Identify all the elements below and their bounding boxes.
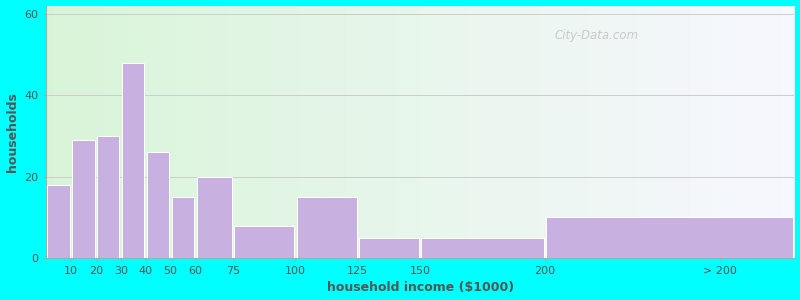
Y-axis label: households: households xyxy=(6,92,18,172)
Bar xyxy=(72,140,94,258)
Bar xyxy=(546,218,793,258)
Bar xyxy=(422,238,544,258)
Bar xyxy=(359,238,419,258)
Bar xyxy=(122,63,145,258)
X-axis label: household income ($1000): household income ($1000) xyxy=(326,281,514,294)
Bar xyxy=(47,185,70,258)
Bar xyxy=(97,136,119,258)
Bar xyxy=(147,152,170,258)
Bar xyxy=(297,197,357,258)
Bar xyxy=(197,177,232,258)
Text: All residents: All residents xyxy=(358,0,442,3)
Bar xyxy=(172,197,194,258)
Bar xyxy=(234,226,294,258)
Text: City-Data.com: City-Data.com xyxy=(555,29,639,42)
